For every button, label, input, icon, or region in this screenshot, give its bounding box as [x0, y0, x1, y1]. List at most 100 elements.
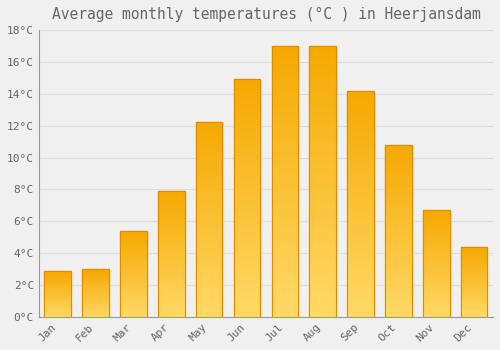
Bar — [272, 68, 298, 73]
Bar — [385, 307, 411, 310]
Bar — [158, 236, 184, 239]
Bar — [82, 307, 109, 308]
Bar — [234, 165, 260, 170]
Bar — [385, 186, 411, 189]
Bar — [196, 208, 222, 212]
Bar — [348, 131, 374, 136]
Bar — [423, 310, 450, 313]
Bar — [234, 198, 260, 203]
Bar — [385, 166, 411, 169]
Bar — [348, 186, 374, 190]
Bar — [158, 224, 184, 226]
Bar — [120, 251, 146, 253]
Bar — [272, 312, 298, 317]
Bar — [461, 307, 487, 308]
Bar — [120, 293, 146, 294]
Bar — [44, 278, 71, 279]
Bar — [385, 145, 411, 148]
Bar — [272, 100, 298, 106]
Bar — [196, 134, 222, 138]
Bar — [348, 231, 374, 235]
Bar — [272, 187, 298, 192]
Bar — [272, 219, 298, 225]
Bar — [385, 255, 411, 258]
Bar — [120, 231, 146, 232]
Bar — [423, 285, 450, 287]
Bar — [385, 159, 411, 162]
Bar — [158, 257, 184, 259]
Title: Average monthly temperatures (°C ) in Heerjansdam: Average monthly temperatures (°C ) in He… — [52, 7, 480, 22]
Bar — [310, 312, 336, 317]
Bar — [234, 79, 260, 84]
Bar — [272, 144, 298, 149]
Bar — [44, 307, 71, 308]
Bar — [234, 160, 260, 165]
Bar — [196, 251, 222, 254]
Bar — [385, 228, 411, 231]
Bar — [234, 217, 260, 222]
Bar — [310, 106, 336, 111]
Bar — [461, 248, 487, 250]
Bar — [82, 293, 109, 294]
Bar — [234, 113, 260, 118]
Bar — [461, 282, 487, 283]
Bar — [44, 308, 71, 309]
Bar — [82, 312, 109, 313]
Bar — [310, 290, 336, 295]
Bar — [44, 287, 71, 288]
Bar — [461, 314, 487, 315]
Bar — [423, 283, 450, 285]
Bar — [461, 315, 487, 317]
Bar — [44, 275, 71, 276]
Bar — [461, 292, 487, 293]
Bar — [272, 111, 298, 117]
Bar — [385, 251, 411, 255]
Bar — [234, 203, 260, 208]
Bar — [158, 194, 184, 196]
Bar — [44, 304, 71, 305]
Bar — [423, 219, 450, 221]
Bar — [234, 231, 260, 236]
Bar — [120, 238, 146, 239]
Bar — [310, 257, 336, 262]
Bar — [310, 68, 336, 73]
Bar — [120, 246, 146, 248]
Bar — [196, 298, 222, 301]
Bar — [158, 204, 184, 206]
Bar — [310, 214, 336, 219]
Bar — [385, 258, 411, 262]
Bar — [310, 95, 336, 100]
Bar — [423, 238, 450, 240]
Bar — [272, 46, 298, 317]
Bar — [310, 149, 336, 154]
Bar — [385, 169, 411, 172]
Bar — [120, 248, 146, 250]
Bar — [44, 294, 71, 295]
Bar — [385, 241, 411, 245]
Bar — [120, 260, 146, 262]
Bar — [385, 214, 411, 217]
Bar — [120, 258, 146, 260]
Bar — [196, 142, 222, 146]
Bar — [310, 279, 336, 284]
Bar — [272, 209, 298, 214]
Bar — [120, 269, 146, 270]
Bar — [310, 84, 336, 89]
Bar — [82, 301, 109, 302]
Bar — [348, 113, 374, 118]
Bar — [44, 284, 71, 285]
Bar — [423, 261, 450, 264]
Bar — [158, 234, 184, 236]
Bar — [44, 303, 71, 304]
Bar — [234, 141, 260, 146]
Bar — [196, 228, 222, 231]
Bar — [461, 287, 487, 289]
Bar — [423, 313, 450, 315]
Bar — [82, 279, 109, 280]
Bar — [385, 172, 411, 176]
Bar — [44, 271, 71, 317]
Bar — [158, 261, 184, 264]
Bar — [385, 310, 411, 313]
Bar — [423, 274, 450, 276]
Bar — [461, 250, 487, 251]
